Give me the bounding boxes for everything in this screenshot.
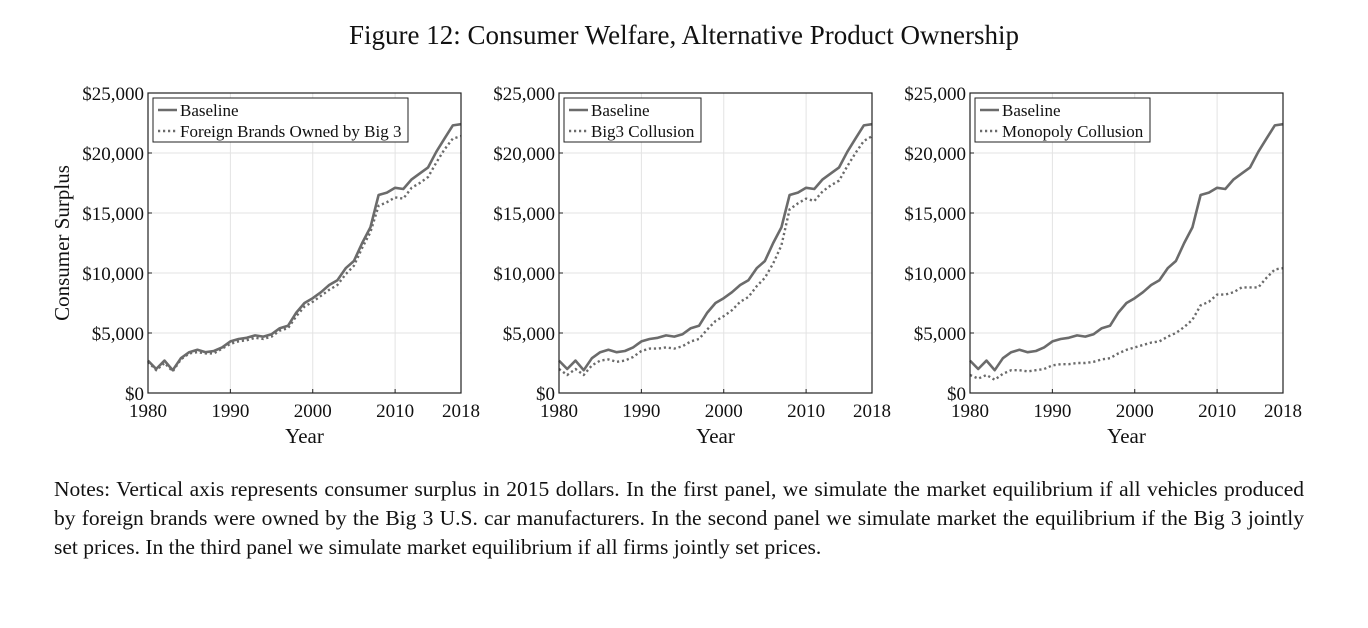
x-tick-label: 2018 (853, 401, 891, 422)
legend-box (974, 97, 1151, 143)
legend-label-1: Baseline (1002, 101, 1061, 120)
x-tick-label: 1990 (1033, 401, 1071, 422)
x-tick-label: 1980 (951, 401, 989, 422)
y-tick-label: $15,000 (904, 204, 966, 225)
y-axis-label: Consumer Surplus (50, 165, 74, 321)
legend-label-2: Foreign Brands Owned by Big 3 (180, 122, 401, 141)
y-tick-label: $5,000 (914, 324, 966, 345)
x-tick-label: 2010 (1198, 401, 1236, 422)
series-line-1 (969, 122, 1284, 372)
axes-frame (558, 92, 873, 394)
series-line-1 (558, 122, 873, 372)
y-tick-label: $20,000 (904, 144, 966, 165)
legend: Baseline Foreign Brands Owned by Big 3 (152, 97, 409, 143)
chart-panel-3: 1980 1990 2000 2010 2018 $0 $5,000 $10,000 $15,0… (904, 84, 1302, 448)
y-tick-label: $5,000 (92, 324, 144, 345)
series-line-2 (558, 135, 873, 377)
y-tick-label: $20,000 (82, 144, 144, 165)
x-tick-label: 1990 (211, 401, 249, 422)
x-axis-label: Year (696, 424, 735, 448)
chart-panel-2: 1980 1990 2000 2010 2018 $0 $5,000 $10,000 $15,0… (493, 84, 891, 448)
y-tick-label: $25,000 (904, 84, 966, 105)
series-line-2 (969, 267, 1284, 381)
legend: Baseline Monopoly Collusion (974, 97, 1151, 143)
y-tick-label: $25,000 (493, 84, 555, 105)
legend-label-1: Baseline (180, 101, 239, 120)
figure-notes: Notes: Vertical axis represents consumer… (54, 477, 1304, 559)
charts-canvas: 1980 1990 2000 2010 2018 $0 $5,000 $10,000 $15,0… (50, 84, 1302, 448)
legend-label-2: Big3 Collusion (591, 122, 695, 141)
x-axis-label: Year (285, 424, 324, 448)
y-tick-label: $15,000 (82, 204, 144, 225)
legend-box (563, 97, 702, 143)
axes-frame (969, 92, 1284, 394)
legend-label-2: Monopoly Collusion (1002, 122, 1144, 141)
plot-area (148, 93, 461, 393)
x-tick-label: 2018 (1264, 401, 1302, 422)
plot-area (559, 93, 872, 393)
y-tick-label: $10,000 (904, 264, 966, 285)
y-tick-label: $0 (947, 384, 966, 405)
x-tick-label: 2010 (787, 401, 825, 422)
y-tick-label: $25,000 (82, 84, 144, 105)
legend: Baseline Big3 Collusion (563, 97, 702, 143)
x-axis-label: Year (1107, 424, 1146, 448)
figure-title: Figure 12: Consumer Welfare, Alternative… (349, 20, 1019, 50)
x-tick-label: 2000 (294, 401, 332, 422)
x-tick-label: 1980 (129, 401, 167, 422)
chart-panel-1: 1980 1990 2000 2010 2018 $0 $5,000 $10,000 $15,0… (50, 84, 480, 448)
series-line-2 (147, 135, 462, 373)
legend-box (152, 97, 409, 143)
x-tick-label: 2018 (442, 401, 480, 422)
x-tick-label: 2000 (705, 401, 743, 422)
plot-area (970, 93, 1283, 393)
y-tick-label: $0 (125, 384, 144, 405)
y-tick-label: $10,000 (493, 264, 555, 285)
y-tick-label: $20,000 (493, 144, 555, 165)
x-tick-label: 1980 (540, 401, 578, 422)
legend-label-1: Baseline (591, 101, 650, 120)
x-tick-label: 1990 (622, 401, 660, 422)
y-tick-label: $5,000 (503, 324, 555, 345)
x-tick-label: 2010 (376, 401, 414, 422)
y-tick-label: $15,000 (493, 204, 555, 225)
y-tick-label: $0 (536, 384, 555, 405)
y-tick-label: $10,000 (82, 264, 144, 285)
x-tick-label: 2000 (1116, 401, 1154, 422)
series-line-1 (147, 122, 462, 372)
axes-frame (147, 92, 462, 394)
